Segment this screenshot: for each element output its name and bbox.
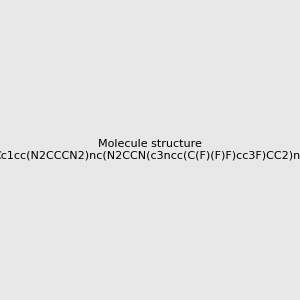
Text: Molecule structure
Cc1cc(N2CCCN2)nc(N2CCN(c3ncc(C(F)(F)F)cc3F)CC2)n1: Molecule structure Cc1cc(N2CCCN2)nc(N2CC… bbox=[0, 139, 300, 161]
